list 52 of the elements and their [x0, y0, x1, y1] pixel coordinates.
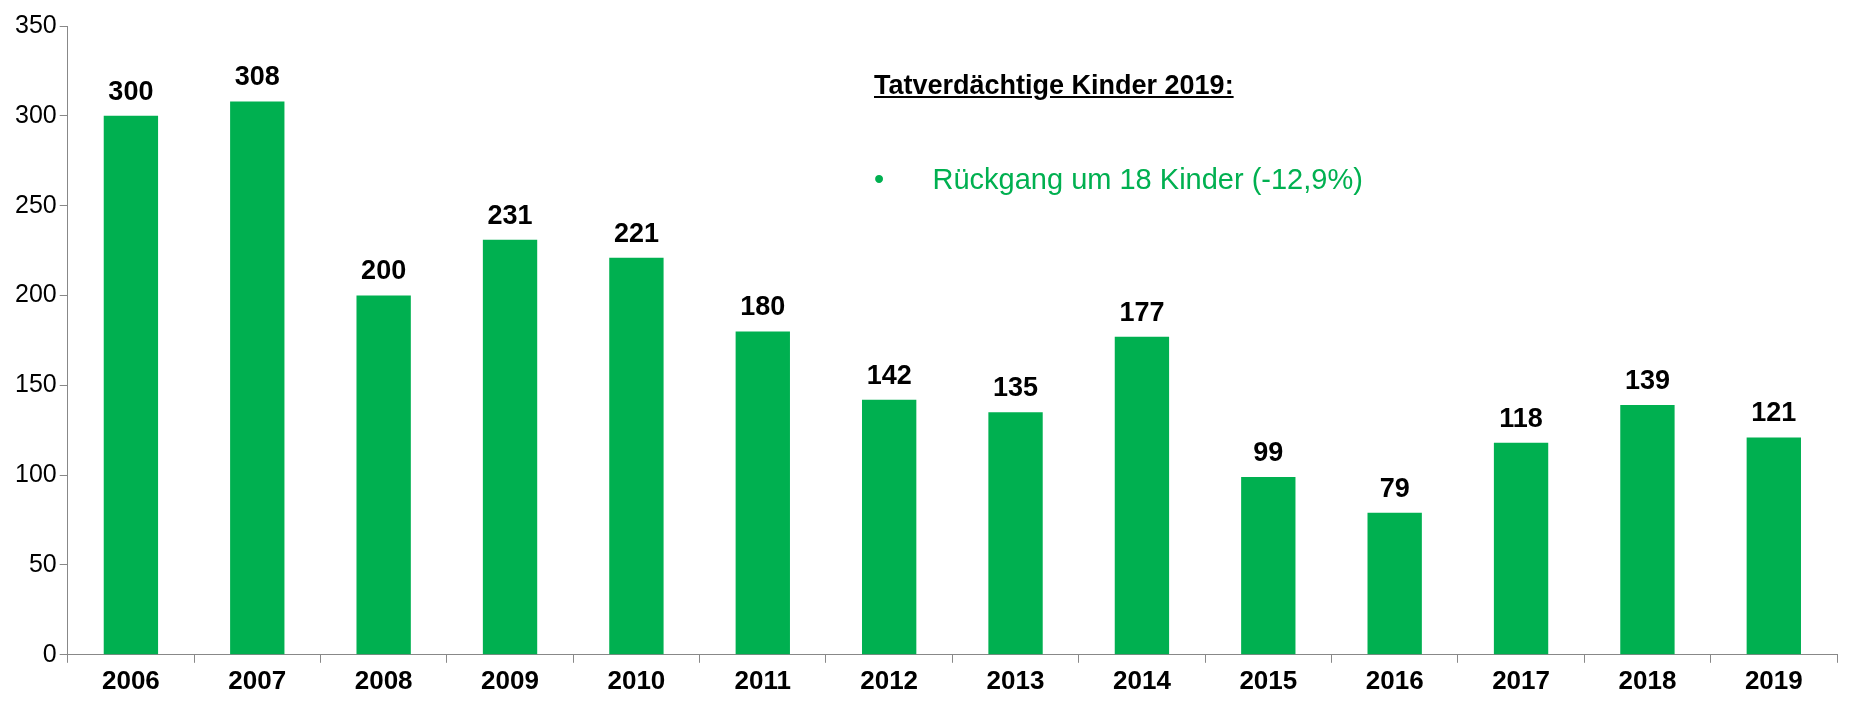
bar: [862, 399, 917, 655]
x-tick-label: 2016: [1365, 664, 1424, 695]
x-tick-label: 2013: [986, 664, 1045, 695]
data-label: 79: [1379, 472, 1410, 503]
bar: [482, 239, 538, 655]
bar: [1493, 442, 1549, 655]
bar: [1620, 405, 1675, 655]
data-label: 142: [866, 359, 912, 390]
x-tick-label: 2006: [101, 664, 160, 695]
x-tick-label: 2014: [1113, 664, 1172, 695]
x-tick-label: 2018: [1618, 664, 1677, 695]
bar: [1114, 336, 1170, 655]
x-tick-label: 2012: [860, 664, 919, 695]
data-label: 139: [1624, 365, 1670, 396]
data-label: 121: [1751, 397, 1797, 428]
bar: [103, 115, 159, 655]
bar: [1746, 437, 1801, 655]
data-label: 177: [1119, 296, 1165, 327]
data-label: 300: [108, 75, 154, 106]
data-label: 99: [1253, 436, 1284, 467]
y-tick-label: 200: [14, 279, 57, 308]
x-tick-label: 2010: [607, 664, 666, 695]
data-label: 135: [993, 372, 1039, 403]
bar: [988, 412, 1043, 655]
y-tick-label: 150: [14, 369, 57, 398]
data-label: 221: [613, 217, 659, 248]
bar: [356, 295, 411, 655]
y-tick-label: 350: [14, 9, 57, 38]
data-label: 200: [361, 255, 407, 286]
bar: [609, 257, 664, 655]
bar: [230, 101, 285, 655]
annotation: Tatverdächtige Kinder 2019:: [874, 70, 1234, 101]
bar: [1241, 476, 1296, 655]
x-tick-label: 2007: [228, 664, 287, 695]
x-tick-label: 2008: [354, 664, 413, 695]
x-tick-label: 2011: [734, 664, 791, 695]
x-tick-label: 2017: [1492, 664, 1550, 695]
data-label: 231: [487, 199, 533, 230]
y-tick-label: 300: [14, 99, 57, 128]
y-tick-label: 50: [28, 548, 57, 577]
data-label: 180: [740, 291, 786, 322]
x-tick-label: 2009: [481, 664, 539, 695]
y-tick-label: 250: [14, 189, 57, 218]
y-tick-label: 100: [14, 459, 57, 488]
x-tick-label: 2015: [1239, 664, 1298, 695]
data-label: 308: [234, 61, 280, 92]
x-tick-label: 2019: [1744, 664, 1803, 695]
bar: [1367, 512, 1422, 655]
y-tick-label: 0: [42, 638, 57, 667]
data-label: 118: [1499, 402, 1543, 433]
annotation: • Rückgang um 18 Kinder (-12,9%): [874, 163, 1363, 196]
bar: [735, 331, 790, 655]
